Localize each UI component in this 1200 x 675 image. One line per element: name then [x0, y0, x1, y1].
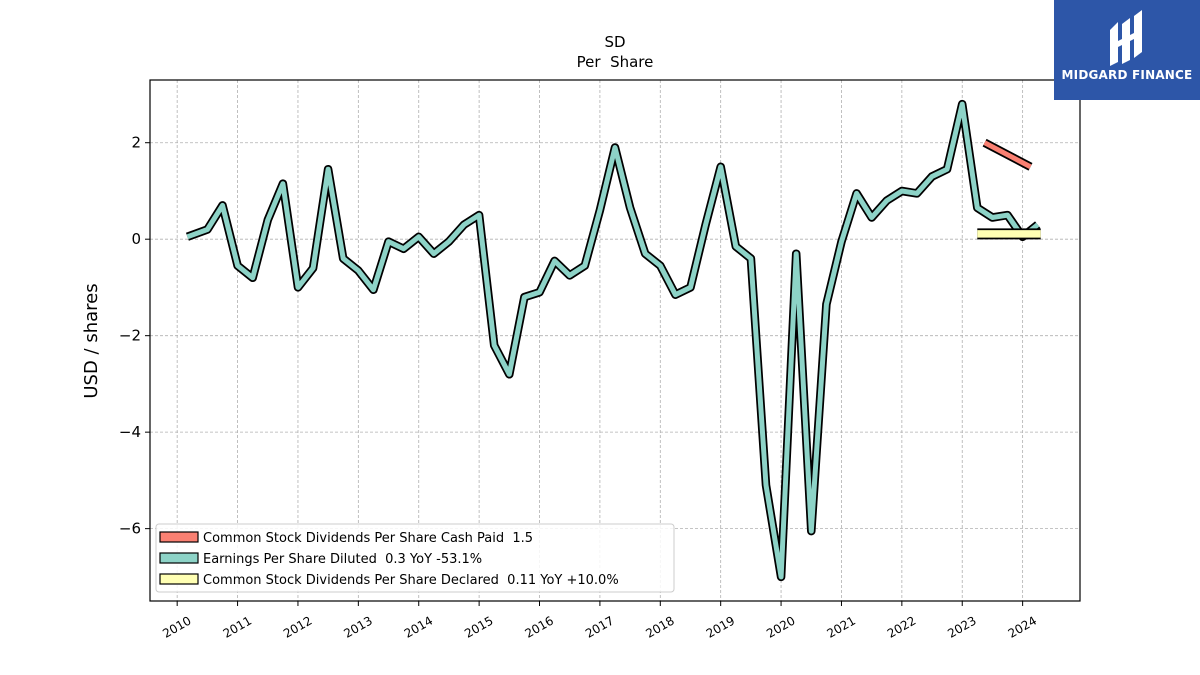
legend-box: [155, 523, 675, 593]
y-tick-label: −4: [119, 423, 141, 441]
chart-title: SD: [604, 33, 625, 51]
y-axis-label: USD / shares: [81, 283, 102, 398]
plot-frame: [149, 79, 1081, 602]
chart-subtitle: Per Share: [577, 53, 654, 71]
series-stroke: [186, 101, 1040, 580]
y-tick-label: 2: [131, 134, 141, 152]
legend-swatch: [159, 573, 199, 585]
legend-label: Common Stock Dividends Per Share Declare…: [203, 573, 619, 588]
legend-swatch: [159, 531, 199, 543]
eps-diluted-line: [185, 99, 1041, 582]
series-stroke: [983, 140, 1032, 170]
y-tick-label: −6: [119, 520, 141, 538]
legend-label: Common Stock Dividends Per Share Cash Pa…: [203, 531, 533, 546]
legend-label: Earnings Per Share Diluted 0.3 YoY -53.1…: [203, 552, 482, 567]
brand-logo: MIDGARD FINANCE: [1054, 0, 1200, 100]
logo-text: MIDGARD FINANCE: [1061, 68, 1193, 82]
logo-mark-icon: [1110, 10, 1142, 66]
legend-swatch: [159, 552, 199, 564]
y-tick-label: 0: [131, 230, 141, 248]
dividends-paid-line: [982, 138, 1033, 171]
y-tick-label: −2: [119, 327, 141, 345]
